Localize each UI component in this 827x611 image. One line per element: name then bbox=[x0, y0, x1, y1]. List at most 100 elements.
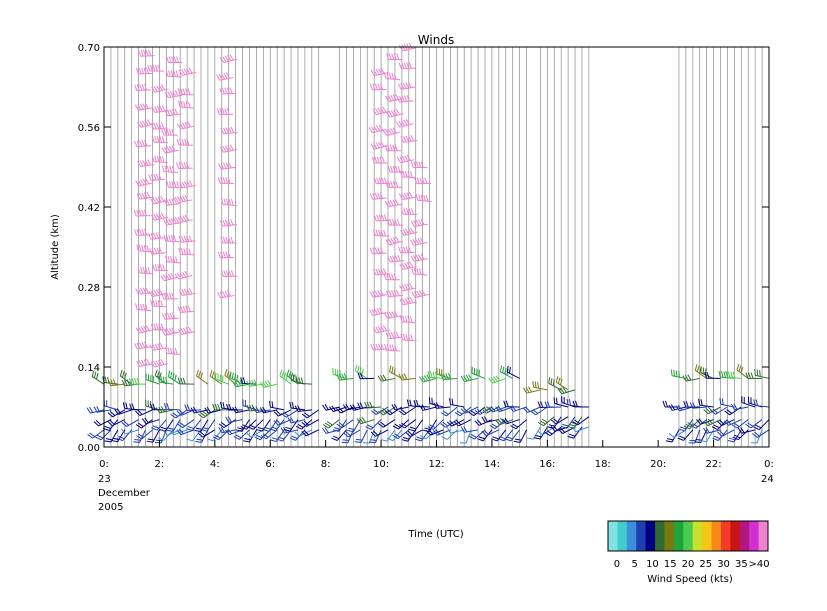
wind-barb bbox=[725, 371, 742, 379]
wind-barb bbox=[229, 371, 243, 385]
wind-barb bbox=[668, 404, 686, 411]
wind-barb bbox=[322, 419, 340, 429]
wind-barb bbox=[197, 429, 216, 438]
wind-barb bbox=[385, 109, 404, 118]
wind-barb bbox=[136, 358, 154, 367]
wind-barb bbox=[460, 374, 479, 383]
wind-barb bbox=[165, 56, 183, 64]
wind-barb bbox=[336, 373, 354, 381]
wind-barb bbox=[161, 165, 178, 174]
wind-barb bbox=[135, 303, 152, 312]
wind-barb bbox=[711, 419, 728, 430]
wind-barb bbox=[427, 419, 444, 430]
wind-barb bbox=[137, 159, 155, 168]
wind-barb bbox=[384, 406, 403, 416]
wind-barb bbox=[279, 369, 292, 385]
wind-barb bbox=[160, 272, 178, 282]
y-tick-label: 0.28 bbox=[78, 283, 100, 294]
wind-barb bbox=[384, 72, 401, 81]
wind-barb bbox=[134, 84, 151, 91]
colorbar-label: 25 bbox=[699, 559, 712, 570]
wind-barb bbox=[273, 419, 292, 426]
wind-barb bbox=[414, 177, 431, 185]
wind-barb bbox=[523, 386, 541, 394]
wind-barb bbox=[383, 310, 402, 319]
wind-barb bbox=[155, 406, 174, 414]
colorbar-label: 10 bbox=[646, 559, 659, 570]
wind-barb bbox=[453, 419, 472, 427]
colorbar-swatch bbox=[683, 521, 694, 551]
wind-barb bbox=[683, 400, 700, 408]
wind-barb bbox=[167, 370, 181, 385]
wind-barb bbox=[396, 154, 415, 164]
wind-barb bbox=[400, 135, 418, 143]
wind-barb bbox=[107, 409, 126, 418]
wind-barb bbox=[510, 419, 527, 430]
colorbar-swatch bbox=[645, 521, 656, 551]
wind-barb bbox=[502, 417, 520, 425]
wind-barb bbox=[107, 419, 126, 427]
date-start-month: December bbox=[98, 488, 151, 499]
wind-barb bbox=[233, 429, 250, 440]
wind-barb bbox=[247, 419, 264, 430]
wind-barb bbox=[137, 266, 154, 275]
wind-barb bbox=[121, 419, 139, 427]
wind-barb bbox=[449, 398, 465, 408]
wind-barb bbox=[504, 429, 521, 442]
wind-barb bbox=[331, 429, 347, 441]
wind-barb bbox=[294, 429, 313, 437]
wind-barb bbox=[432, 429, 451, 436]
wind-barb bbox=[553, 397, 569, 408]
wind-barb bbox=[387, 254, 405, 263]
wind-barb bbox=[147, 232, 166, 240]
wind-barb bbox=[135, 67, 153, 75]
wind-barb bbox=[557, 386, 576, 395]
wind-barb bbox=[232, 379, 250, 388]
wind-barb bbox=[176, 409, 195, 416]
wind-barb bbox=[218, 426, 236, 434]
wind-barb bbox=[150, 358, 169, 368]
wind-barb bbox=[433, 402, 451, 409]
wind-barb bbox=[395, 118, 414, 128]
wind-barb bbox=[163, 217, 181, 226]
wind-barb bbox=[184, 404, 202, 411]
wind-barb bbox=[178, 235, 196, 243]
wind-barb bbox=[391, 403, 409, 411]
wind-barb bbox=[356, 416, 375, 425]
wind-barb bbox=[116, 429, 133, 442]
wind-barb bbox=[373, 229, 390, 237]
y-tick-label: 0.42 bbox=[78, 203, 100, 214]
colorbar-swatch bbox=[655, 521, 665, 551]
wind-barb bbox=[665, 429, 680, 443]
wind-barb bbox=[440, 406, 458, 417]
wind-barb bbox=[135, 325, 154, 334]
y-tick-label: 0.14 bbox=[78, 363, 100, 374]
wind-barb bbox=[737, 427, 756, 434]
wind-barb bbox=[133, 209, 151, 217]
wind-barb bbox=[150, 122, 168, 130]
wind-barb bbox=[163, 403, 181, 411]
wind-barb bbox=[260, 429, 278, 440]
wind-barb bbox=[419, 374, 437, 383]
wind-barb bbox=[488, 405, 506, 413]
wind-barb bbox=[460, 426, 479, 433]
wind-barb bbox=[670, 369, 686, 379]
wind-barb bbox=[488, 375, 506, 384]
wind-barb bbox=[410, 161, 428, 169]
colorbar-label: 0 bbox=[614, 559, 620, 570]
wind-barb bbox=[396, 95, 414, 103]
wind-barb bbox=[572, 400, 589, 408]
wind-barb bbox=[357, 372, 375, 380]
x-tick-label: 16: bbox=[539, 459, 555, 470]
wind-barb bbox=[385, 331, 403, 340]
wind-barb bbox=[368, 124, 387, 134]
wind-barb bbox=[675, 404, 693, 412]
wind-barb bbox=[428, 397, 444, 408]
wind-barb bbox=[723, 419, 742, 426]
colorbar-swatch bbox=[702, 521, 713, 551]
wind-barb bbox=[408, 419, 424, 432]
wind-barb bbox=[399, 297, 417, 306]
wind-barb bbox=[169, 429, 188, 436]
wind-barb bbox=[370, 67, 389, 77]
wind-barb bbox=[176, 138, 193, 146]
